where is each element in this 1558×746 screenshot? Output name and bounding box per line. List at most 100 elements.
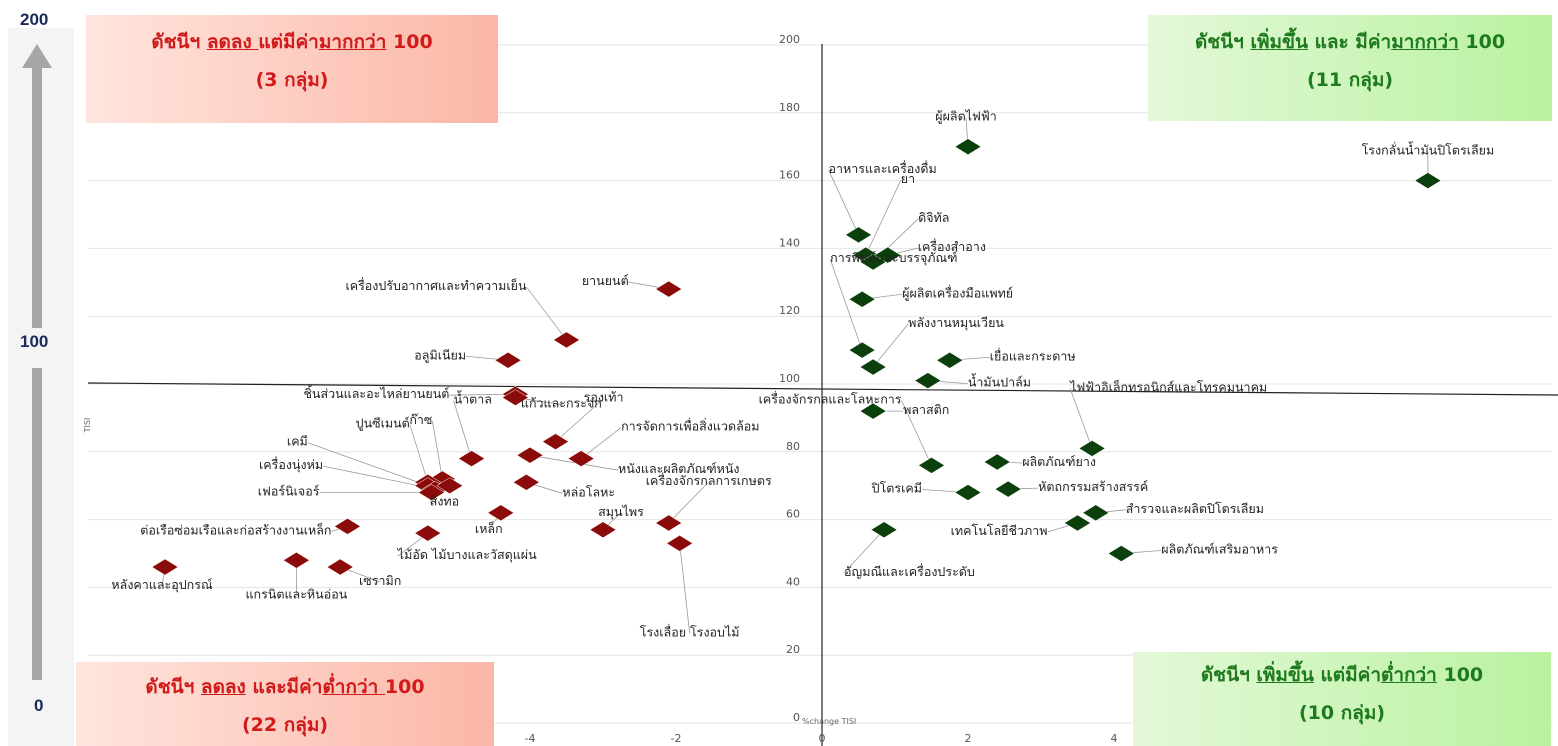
data-point[interactable]	[589, 521, 617, 539]
quadrant-top-left-line1: ดัชนีฯ ลดลง แต่มีค่ามากกว่า 100	[151, 31, 433, 53]
y-tick-label: 80	[786, 440, 800, 453]
data-label: หัตถกรรมสร้างสรรค์	[1038, 479, 1148, 494]
data-point[interactable]	[983, 453, 1011, 471]
data-point[interactable]	[326, 558, 354, 576]
data-label: สมุนไพร	[598, 504, 644, 520]
y-tick-label: 120	[779, 304, 800, 317]
data-point[interactable]	[874, 246, 902, 264]
data-point[interactable]	[516, 446, 544, 464]
data-label: หล่อโลหะ	[562, 484, 615, 499]
data-point[interactable]	[994, 480, 1022, 498]
leader-line	[679, 543, 691, 634]
data-label: ผู้ผลิตไฟฟ้า	[935, 109, 996, 125]
data-point[interactable]	[553, 331, 580, 349]
data-label: ยานยนต์	[582, 273, 629, 288]
quadrant-bottom-left-count: (22 กลุ่ม)	[241, 714, 329, 736]
reference-line-y100	[87, 382, 1558, 396]
data-label: เหล็ก	[475, 521, 503, 536]
x-tick-label: 2	[965, 732, 972, 745]
data-label: เครื่องนุ่งห่ม	[259, 456, 323, 473]
y-tick-label: 20	[786, 643, 800, 656]
data-label: น้ำมันปาล์ม	[968, 373, 1031, 390]
data-point[interactable]	[859, 402, 887, 420]
data-label: ไม้อัด ไม้บางและวัสดุแผ่น	[397, 547, 537, 563]
data-label: ปิโตรเคมี	[871, 480, 922, 495]
data-point[interactable]	[954, 138, 982, 155]
y-tick-label: 160	[779, 169, 800, 182]
y-tick-label: 40	[786, 575, 800, 588]
leader-line	[555, 398, 604, 442]
data-point[interactable]	[1414, 172, 1442, 189]
data-point[interactable]	[1078, 440, 1106, 457]
data-label: สำรวจและผลิตปิโตรเลียม	[1126, 501, 1264, 516]
data-point[interactable]	[848, 341, 876, 359]
y-tick-label: 0	[793, 711, 800, 724]
data-point[interactable]	[1107, 545, 1135, 562]
data-label: พลาสติก	[903, 402, 949, 417]
data-label: ผลิตภัณฑ์เสริมอาหาร	[1161, 542, 1278, 557]
data-label: ก๊าซ	[409, 412, 432, 427]
data-point[interactable]	[417, 484, 445, 501]
data-point[interactable]	[859, 358, 887, 376]
leader-line	[872, 323, 909, 368]
x-tick-label: 0	[819, 732, 826, 745]
x-axis-title: %change TISI	[802, 717, 856, 726]
data-point[interactable]	[954, 484, 982, 501]
data-label: พลังงานหมุนเวียน	[908, 315, 1004, 331]
data-point[interactable]	[282, 551, 310, 569]
data-point[interactable]	[436, 477, 464, 494]
data-label: เครื่องสำอาง	[918, 238, 986, 254]
data-point[interactable]	[512, 474, 540, 491]
data-point[interactable]	[542, 433, 570, 450]
leader-line	[865, 180, 902, 256]
leader-line	[580, 427, 622, 459]
data-label: เทคโนโลยีชีวภาพ	[951, 523, 1048, 538]
data-label: อลูมิเนียม	[414, 347, 466, 363]
leader-line	[828, 169, 859, 236]
data-point[interactable]	[1082, 504, 1110, 522]
data-label: เครื่องจักรกลการเกษตร	[646, 472, 772, 488]
data-label: ผลิตภัณฑ์ยาง	[1022, 454, 1096, 469]
x-tick-label: 4	[1111, 732, 1118, 745]
x-tick-label: -2	[671, 732, 682, 745]
quadrant-top-right-line1: ดัชนีฯ เพิ่มขึ้น และ มีค่ามากกว่า 100	[1194, 31, 1506, 53]
quadrant-top-right-count: (11 กลุ่ม)	[1306, 69, 1394, 91]
quadrant-bottom-left-box: ดัชนีฯ ลดลง และมีค่าต่ำกว่า 100 (22 กลุ่…	[76, 662, 494, 746]
quadrant-bottom-right-count: (10 กลุ่ม)	[1298, 702, 1386, 724]
data-point[interactable]	[501, 389, 529, 406]
data-point[interactable]	[494, 351, 522, 369]
data-point[interactable]	[487, 504, 515, 522]
quadrant-top-left-count: (3 กลุ่ม)	[255, 69, 329, 91]
data-point[interactable]	[334, 518, 361, 535]
data-point[interactable]	[870, 521, 898, 539]
data-point[interactable]	[151, 558, 179, 576]
side-scale-bottom: 0	[34, 696, 44, 715]
data-label: แกรนิตและหินอ่อน	[246, 586, 348, 601]
data-point[interactable]	[655, 514, 683, 532]
data-point[interactable]	[918, 457, 945, 474]
leader-line	[843, 529, 885, 574]
data-point[interactable]	[914, 372, 942, 389]
leader-line	[1069, 388, 1093, 449]
data-point[interactable]	[414, 524, 442, 542]
data-point[interactable]	[655, 280, 683, 298]
data-label: หลังคาและอุปกรณ์	[111, 577, 213, 593]
data-point[interactable]	[848, 290, 876, 308]
data-label: เคมี	[287, 434, 308, 449]
data-point[interactable]	[666, 535, 694, 552]
y-tick-label: 140	[779, 236, 800, 249]
data-point[interactable]	[936, 351, 964, 369]
data-label: ชิ้นส่วนและอะไหล่ยานยนต์	[303, 384, 449, 401]
data-label: ไฟฟ้าอิเล็กทรอนิกส์และโทรคมนาคม	[1069, 379, 1267, 394]
data-point[interactable]	[458, 450, 486, 467]
data-label: ปูนซีเมนต์	[356, 415, 410, 431]
data-label: เยื่อและกระดาษ	[990, 347, 1076, 363]
leader-line	[453, 400, 472, 459]
data-point[interactable]	[567, 450, 595, 467]
data-point[interactable]	[845, 226, 872, 244]
leader-line	[526, 286, 567, 341]
data-point[interactable]	[1064, 514, 1091, 532]
data-label: โรงกลั่นน้ำมันปิโตรเลียม	[1362, 141, 1495, 158]
data-label: เครื่องจักรกลและโลหะการ	[759, 390, 902, 406]
